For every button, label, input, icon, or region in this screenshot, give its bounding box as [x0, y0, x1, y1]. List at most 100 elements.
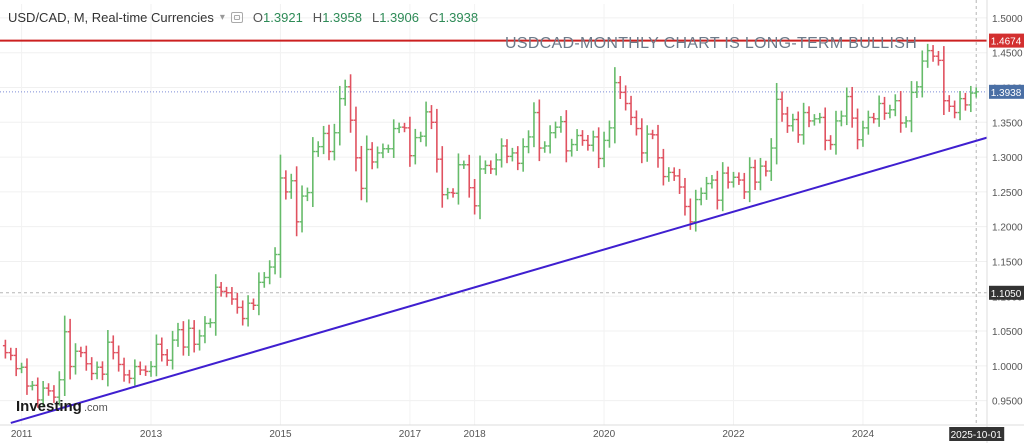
chevron-down-icon[interactable]: ▾	[219, 12, 225, 23]
ohlc-bar	[402, 122, 408, 133]
ohlc-bar	[315, 141, 321, 157]
y-tick-label: 0.9500	[992, 397, 1023, 408]
ohlc-bar	[310, 137, 316, 208]
ohlc-bar	[935, 50, 941, 66]
brand-name: Investing	[16, 398, 82, 415]
x-tick-label: 2011	[11, 429, 33, 440]
ohlc-bar	[418, 131, 424, 143]
ohlc-bar	[919, 50, 925, 98]
ohlc-bar	[304, 187, 310, 202]
ohlc-bar	[380, 143, 386, 159]
ohlc-bar	[164, 349, 170, 366]
ohlc-bar	[612, 67, 618, 144]
ohlc-bar	[908, 81, 914, 133]
ohlc-bar	[326, 124, 332, 161]
x-tick-label: 2013	[140, 429, 163, 440]
ohlc-bar	[159, 337, 165, 362]
x-tick-label: 2020	[593, 429, 616, 440]
ohlc-bar	[677, 168, 683, 194]
ohlc-bar	[747, 157, 753, 203]
support-trendline	[10, 136, 988, 424]
ohlc-bar	[531, 102, 537, 148]
ohlc-bar	[558, 116, 564, 133]
ohlc-bar	[887, 104, 893, 119]
ohlc-bar	[148, 361, 154, 377]
ohlc-bar	[240, 300, 246, 326]
ohlc-bar	[806, 106, 812, 128]
price-tag-label: 1.3938	[991, 88, 1022, 99]
ohlc-high: H1.3958	[312, 10, 362, 25]
ohlc-bar	[925, 43, 931, 68]
ohlc-bar	[24, 358, 30, 395]
ohlc-open: O1.3921	[252, 10, 303, 25]
ohlc-bar	[137, 361, 143, 376]
ohlc-bar	[844, 87, 850, 126]
ohlc-bar	[606, 120, 612, 148]
ohlc-bar	[865, 110, 871, 135]
ohlc-bar	[779, 91, 785, 122]
ohlc-bar	[256, 272, 262, 316]
ohlc-bar	[288, 173, 294, 199]
ohlc-bar	[213, 274, 219, 336]
ohlc-bar	[650, 129, 656, 140]
ohlc-bar	[450, 188, 456, 198]
ohlc-bar	[83, 345, 89, 371]
ohlc-bar	[364, 135, 370, 203]
ohlc-bar	[8, 347, 14, 361]
ohlc-bar	[666, 167, 672, 182]
ohlc-bar	[342, 79, 348, 106]
ohlc-bar	[337, 85, 343, 146]
ohlc-bar	[466, 154, 472, 198]
ohlc-bar	[143, 365, 149, 376]
ohlc-bar	[833, 110, 839, 155]
ohlc-bar	[407, 116, 413, 167]
ohlc-bar	[224, 286, 230, 298]
ohlc-bar	[698, 187, 704, 206]
ohlc-bar	[62, 315, 68, 396]
ohlc-bar	[46, 383, 52, 396]
ohlc-bar	[914, 81, 920, 98]
ohlc-bar	[579, 130, 585, 146]
y-tick-label: 1.5000	[992, 14, 1023, 25]
ohlc-bar	[245, 295, 251, 327]
settings-icon[interactable]	[230, 12, 243, 23]
ohlc-bar	[590, 130, 596, 152]
ohlc-bar	[952, 100, 958, 119]
ohlc-bar	[234, 292, 240, 314]
ohlc-bar	[671, 167, 677, 181]
ohlc-bar	[639, 118, 645, 164]
brand-suffix: .com	[84, 402, 108, 414]
ohlc-bar	[526, 130, 532, 154]
ohlc-bar	[321, 125, 327, 155]
ohlc-bar	[704, 176, 710, 200]
ohlc-bar	[207, 318, 213, 328]
ohlc-bar	[175, 322, 181, 347]
ohlc-bar	[126, 369, 132, 384]
price-tag-label: 1.1050	[991, 289, 1022, 300]
ohlc-bar	[110, 335, 116, 360]
ohlc-bar	[197, 329, 203, 351]
ohlc-bar	[709, 175, 715, 189]
ohlc-bar	[51, 385, 57, 403]
ohlc-bar	[860, 120, 866, 147]
ohlc-bar	[596, 127, 602, 169]
ohlc-bar	[855, 108, 861, 150]
ohlc-bar	[714, 170, 720, 210]
ohlc-bar	[348, 74, 354, 133]
price-tag-label: 1.4674	[991, 37, 1022, 48]
ohlc-bar	[477, 155, 483, 220]
ohlc-bar	[482, 160, 488, 174]
ohlc-bar	[472, 179, 478, 215]
chart-annotation: USDCAD-MONTHLY CHART IS LONG-TERM BULLIS…	[505, 35, 917, 52]
ohlc-bar	[2, 339, 8, 359]
chart-title[interactable]: USD/CAD, M, Real-time Currencies	[8, 10, 214, 25]
ohlc-bar	[261, 272, 267, 288]
ohlc-bar	[331, 123, 337, 161]
ohlc-bar	[941, 46, 947, 115]
ohlc-bar	[962, 92, 968, 111]
y-tick-label: 1.0500	[992, 327, 1023, 338]
ohlc-bar	[445, 187, 451, 200]
ohlc-bar	[547, 125, 553, 154]
x-tick-label: 2024	[852, 429, 875, 440]
